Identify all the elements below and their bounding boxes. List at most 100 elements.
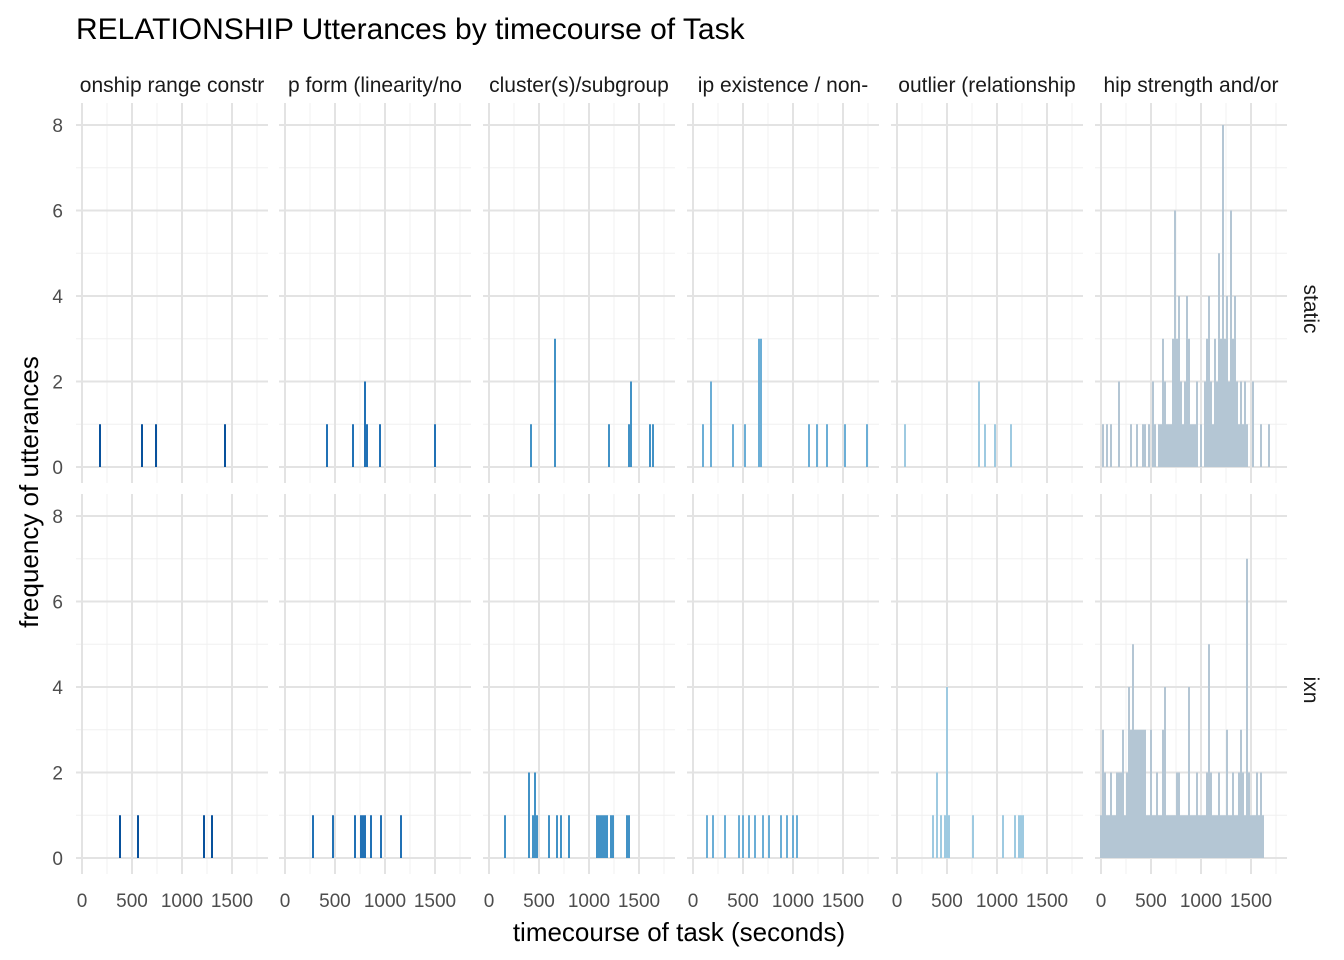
- histogram-bar: [1168, 424, 1170, 467]
- histogram-bar: [1220, 338, 1222, 467]
- x-tick-label: 0: [484, 891, 495, 912]
- histogram-bar: [1206, 772, 1208, 858]
- histogram-bar: [808, 424, 810, 467]
- histogram-bar: [1190, 815, 1192, 858]
- histogram-bar: [1128, 687, 1130, 858]
- histogram-bar: [1218, 253, 1220, 467]
- histogram-bar: [786, 815, 788, 858]
- histogram-bar: [1178, 772, 1180, 858]
- facet-panel: [891, 103, 1083, 483]
- x-tick-label: 1000: [161, 891, 203, 912]
- histogram-bar: [1156, 772, 1158, 858]
- histogram-bar: [1140, 729, 1142, 858]
- x-tick-label: 1500: [414, 891, 456, 912]
- histogram-bar: [1102, 424, 1104, 467]
- histogram-bar: [1108, 815, 1110, 858]
- histogram-bar: [1168, 815, 1170, 858]
- histogram-bar: [1158, 815, 1160, 858]
- histogram-bar: [1112, 815, 1114, 858]
- histogram-bar: [1206, 338, 1208, 467]
- histogram-bar: [1136, 424, 1138, 467]
- histogram-bar: [1228, 815, 1230, 858]
- histogram-bar: [1182, 424, 1184, 467]
- histogram-bar: [780, 815, 782, 858]
- histogram-bar: [548, 815, 550, 858]
- y-tick-label: 2: [52, 373, 63, 394]
- histogram-bar: [796, 815, 798, 858]
- histogram-bar: [534, 772, 536, 858]
- histogram-bar: [1242, 424, 1244, 467]
- histogram-bar: [1106, 815, 1108, 858]
- histogram-bar: [612, 815, 614, 858]
- x-tick-label: 1500: [211, 891, 253, 912]
- histogram-bar: [1236, 815, 1238, 858]
- histogram-bar: [1148, 424, 1150, 467]
- histogram-bar: [1252, 815, 1254, 858]
- histogram-bar: [1154, 815, 1156, 858]
- histogram-bar: [944, 815, 946, 858]
- histogram-bar: [792, 815, 794, 858]
- histogram-bar: [1182, 815, 1184, 858]
- histogram-bar: [936, 772, 938, 858]
- x-tick-label: 0: [1096, 891, 1107, 912]
- histogram-bar: [1210, 772, 1212, 858]
- histogram-bar: [1170, 815, 1172, 858]
- histogram-bar: [1246, 424, 1248, 467]
- histogram-bar: [978, 381, 980, 467]
- histogram-bar: [1232, 772, 1234, 858]
- histogram-bar: [1174, 210, 1176, 467]
- histogram-bar: [816, 424, 818, 467]
- histogram-bar: [1234, 296, 1236, 467]
- histogram-bar: [1212, 424, 1214, 467]
- histogram-bar: [742, 815, 744, 858]
- histogram-bar: [1166, 424, 1168, 467]
- histogram-bar: [984, 424, 986, 467]
- histogram-bar: [1212, 815, 1214, 858]
- histogram-bar: [598, 815, 600, 858]
- histogram-bar: [1210, 381, 1212, 467]
- x-tick-label: 1500: [822, 891, 864, 912]
- histogram-bar: [1002, 815, 1004, 858]
- histogram-bar: [1120, 772, 1122, 858]
- facet-panel: [483, 103, 675, 483]
- y-tick-label: 0: [52, 849, 63, 870]
- histogram-bar: [1262, 815, 1264, 858]
- histogram-bar: [1238, 424, 1240, 467]
- facet-panel: [1095, 103, 1287, 483]
- histogram-bar: [844, 424, 846, 467]
- histogram-bar: [1160, 815, 1162, 858]
- histogram-bar: [400, 815, 402, 858]
- y-axis-label: frequency of utterances: [14, 356, 44, 628]
- x-axis-label: timecourse of task (seconds): [513, 917, 845, 947]
- histogram-bar: [1224, 815, 1226, 858]
- x-tick-label: 1000: [976, 891, 1018, 912]
- histogram-bar: [1102, 729, 1104, 858]
- facet-column-label: cluster(s)/subgroup: [489, 74, 669, 97]
- histogram-bar: [738, 815, 740, 858]
- histogram-bar: [1200, 815, 1202, 858]
- y-tick-label: 4: [52, 287, 63, 308]
- facet-panel: [687, 103, 879, 483]
- histogram-bar: [1204, 381, 1206, 467]
- histogram-bar: [1154, 424, 1156, 467]
- histogram-bar: [224, 424, 226, 467]
- histogram-bar: [312, 815, 314, 858]
- histogram-bar: [119, 815, 121, 858]
- histogram-bar: [628, 424, 630, 467]
- histogram-bar: [1204, 815, 1206, 858]
- histogram-bar: [1152, 381, 1154, 467]
- histogram-bar: [530, 424, 532, 467]
- histogram-bar: [1202, 815, 1204, 858]
- histogram-bar: [556, 815, 558, 858]
- histogram-bar: [1176, 338, 1178, 467]
- histogram-bar: [702, 424, 704, 467]
- histogram-bar: [554, 338, 556, 467]
- facet-row-label: static: [1299, 284, 1322, 333]
- histogram-bar: [1190, 424, 1192, 467]
- histogram-bar: [1118, 772, 1120, 858]
- histogram-bar: [1208, 644, 1210, 858]
- histogram-bar: [332, 815, 334, 858]
- x-tick-label: 0: [688, 891, 699, 912]
- histogram-bar: [1144, 424, 1146, 467]
